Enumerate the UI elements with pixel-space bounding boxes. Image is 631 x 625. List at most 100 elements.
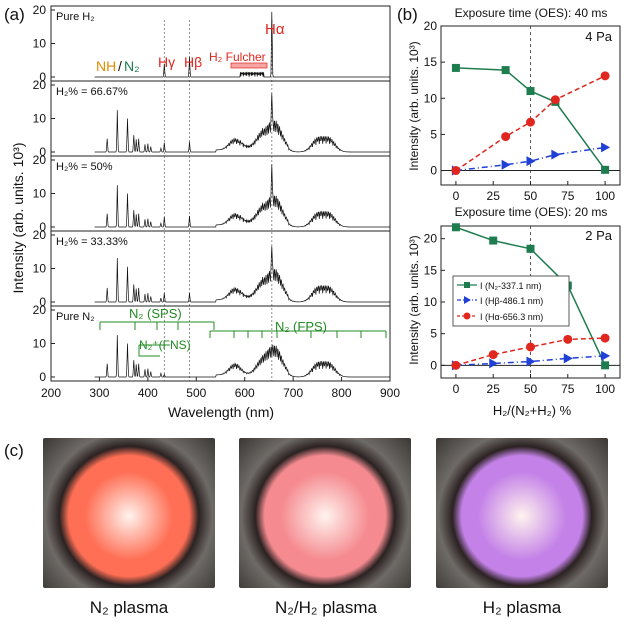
data-point — [601, 350, 611, 361]
y-tick-label: 0 — [39, 70, 46, 84]
top-pressure: 4 Pa — [585, 29, 613, 44]
data-point — [526, 87, 535, 96]
x-tick-label: 600 — [235, 386, 255, 400]
x-tick-label: 25 — [487, 189, 501, 203]
data-point — [501, 132, 511, 142]
subpanel-label: Pure N₂ — [56, 311, 95, 323]
spectrum-line — [94, 164, 390, 228]
x-tick-label: 700 — [283, 386, 303, 400]
data-point — [451, 223, 460, 232]
x-tick-label: 50 — [524, 382, 538, 396]
data-point — [451, 360, 461, 370]
legend-box — [452, 275, 570, 327]
legend-n2: I (N₂-337.1 nm) — [480, 281, 542, 291]
legend-marker-hb — [464, 296, 471, 304]
data-point — [563, 353, 573, 364]
y-tick-label: 10 — [424, 295, 438, 309]
data-point — [489, 236, 498, 245]
data-point — [601, 361, 610, 370]
data-point — [526, 244, 535, 253]
spectrum-line — [94, 335, 390, 378]
subpanel-label: H₂% = 50% — [56, 161, 113, 173]
x-tick-label: 200 — [41, 386, 61, 400]
y-tick-label: 0 — [39, 220, 46, 234]
data-point — [601, 142, 611, 153]
bottom-pressure: 2 Pa — [585, 228, 613, 243]
y-tick-label: 20 — [33, 153, 47, 167]
slash-label: / — [118, 58, 122, 74]
x-tick-label: 800 — [332, 386, 352, 400]
y-tick-label: 0 — [39, 370, 46, 384]
data-point — [601, 165, 610, 174]
legend-marker-ha — [463, 312, 471, 320]
photo-n2-plasma — [43, 438, 215, 588]
data-point — [600, 333, 610, 343]
y-tick-label: 10 — [33, 37, 47, 51]
x-tick-label: 100 — [595, 189, 615, 203]
data-point — [551, 149, 561, 160]
bottom-title: Exposure time (OES): 20 ms — [455, 205, 608, 219]
caption-n2h2-plasma: N₂/H₂ plasma — [275, 598, 377, 617]
y-tick-label: 0 — [39, 295, 46, 309]
y-tick-label: 10 — [33, 112, 47, 126]
data-point — [489, 358, 499, 369]
panel-label-b: (b) — [397, 5, 418, 24]
caption-n2-plasma: N₂ plasma — [89, 598, 169, 617]
legend: I (N₂-337.1 nm) I (Hβ-486.1 nm) I (Hα-65… — [452, 275, 570, 327]
data-point — [526, 342, 535, 352]
y-tick-label: 20 — [33, 3, 47, 17]
panel-a-ylabel: Intensity (arb. units. 10³) — [10, 143, 26, 294]
data-point — [501, 66, 510, 75]
data-point — [563, 334, 573, 344]
data-point — [526, 356, 536, 367]
x-tick-label: 50 — [524, 189, 538, 203]
legend-hb: I (Hβ-486.1 nm) — [480, 296, 543, 306]
data-point — [501, 159, 511, 170]
subpanel-label: Pure H₂ — [56, 11, 95, 23]
x-tick-label: 75 — [561, 382, 575, 396]
panel-b-top-ylabel: Intensity (arb. units. 10³) — [407, 41, 421, 170]
y-tick-label: 0 — [430, 358, 437, 372]
y-tick-label: 10 — [33, 262, 47, 276]
subpanel-label: H₂% = 66.67% — [56, 86, 128, 98]
data-point — [526, 156, 536, 167]
band-markers — [99, 321, 387, 357]
n2-label: N₂ — [124, 58, 140, 74]
data-point — [488, 350, 498, 360]
y-tick-label: 20 — [424, 232, 438, 246]
h-beta-label: Hβ — [184, 54, 202, 70]
y-tick-label: 10 — [33, 337, 47, 351]
data-point — [451, 166, 461, 176]
nh-label: NH — [96, 58, 116, 74]
panel-a-xlabel: Wavelength (nm) — [168, 404, 274, 420]
panel-b-bottom-ylabel: Intensity (arb. units. 10³) — [407, 235, 421, 364]
y-tick-label: 0 — [430, 164, 437, 178]
photo-n2h2-plasma — [239, 438, 411, 588]
x-tick-label: 0 — [453, 189, 460, 203]
y-tick-label: 5 — [430, 127, 437, 141]
data-point — [526, 117, 535, 127]
panel-a-spectra: Pure H₂ 0 10 20 H₂% = 66.67% 0 10 20 H₂% = 50% 0 1… — [33, 3, 401, 400]
fps-label: N₂ (FPS) — [275, 319, 327, 334]
x-tick-label: 0 — [453, 382, 460, 396]
photo-h2-plasma — [436, 438, 608, 588]
y-tick-label: 10 — [424, 91, 438, 105]
x-tick-label: 500 — [186, 386, 206, 400]
x-tick-label: 25 — [487, 382, 501, 396]
x-tick-label: 75 — [561, 189, 575, 203]
sps-label: N₂ (SPS) — [129, 306, 182, 321]
y-tick-label: 15 — [424, 55, 438, 69]
y-tick-label: 5 — [430, 327, 437, 341]
h-alpha-label: Hα — [265, 21, 285, 38]
panel-label-a: (a) — [4, 5, 25, 24]
y-tick-label: 10 — [33, 187, 47, 201]
spectrum-line — [94, 11, 390, 78]
data-point — [550, 95, 560, 105]
x-tick-label: 300 — [89, 386, 109, 400]
spectrum-line — [94, 93, 390, 153]
data-point — [451, 63, 460, 72]
x-tick-label: 900 — [380, 386, 400, 400]
y-tick-label: 20 — [33, 78, 47, 92]
panel-b-trends: 0 5 10 15 20 0 25 50 75 100 0 5 10 15 20 0 25 50 75 100 — [424, 19, 621, 396]
